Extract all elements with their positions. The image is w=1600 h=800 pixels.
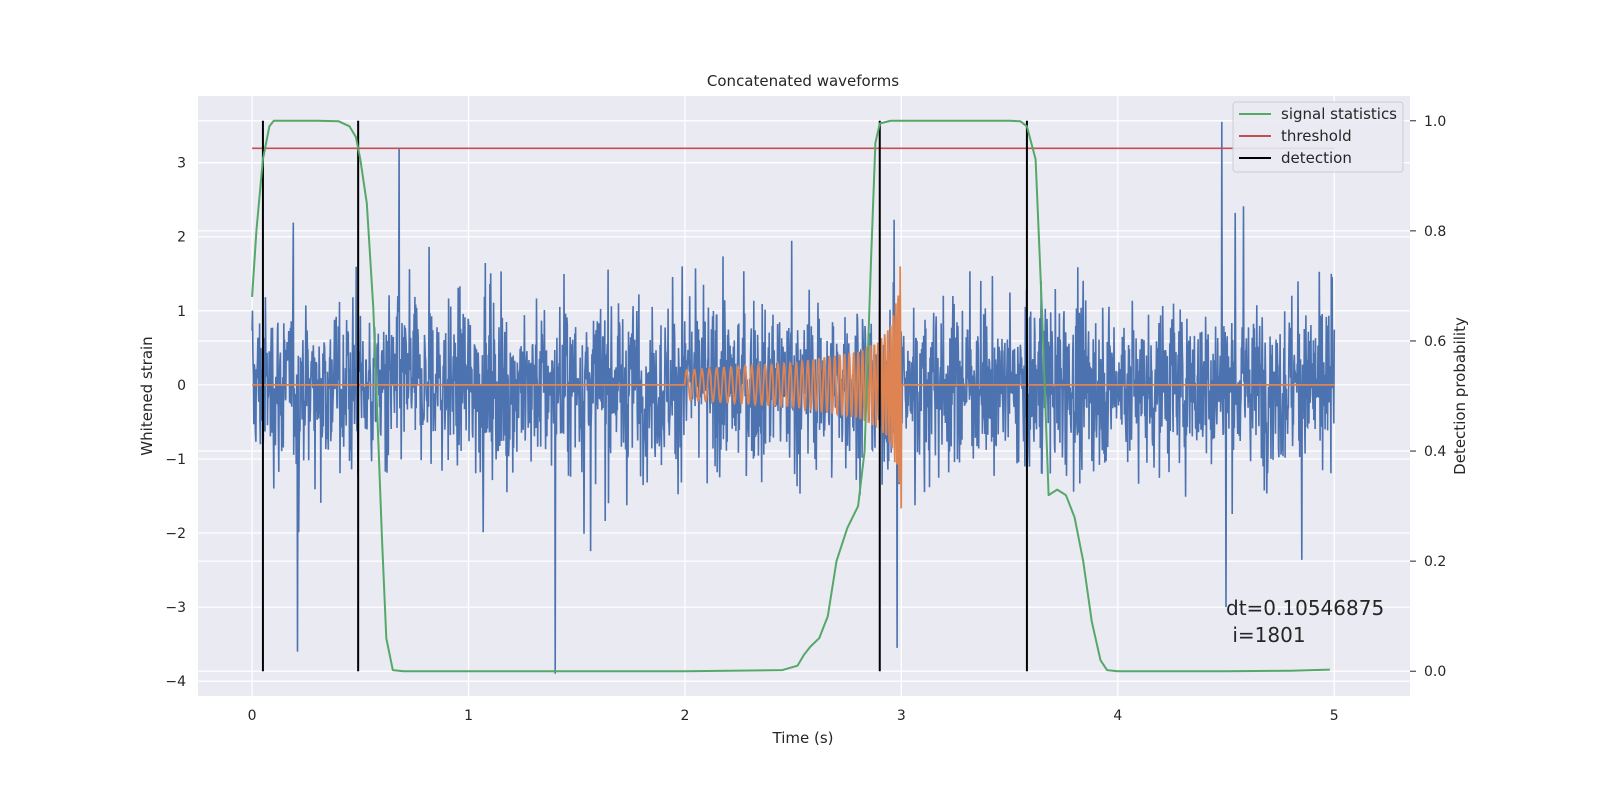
overlay-series xyxy=(251,119,1335,673)
y2-tick-label: 1.0 xyxy=(1424,114,1446,130)
y2-tick-label: 0.0 xyxy=(1424,664,1446,680)
template-series xyxy=(252,266,1335,509)
y-tick-label: −3 xyxy=(165,600,186,616)
x-tick-label: 2 xyxy=(681,708,690,724)
annotation-line-i: i=1801 xyxy=(1226,623,1306,647)
y2-tick-label: 0.2 xyxy=(1424,554,1446,570)
plot-area xyxy=(251,119,1336,674)
y2-axis-label: Detection probability xyxy=(1451,317,1469,475)
annotation-line-dt: dt=0.10546875 xyxy=(1226,596,1384,620)
x-tick-label: 3 xyxy=(897,708,906,724)
annotation-text: dt=0.10546875 i=1801 xyxy=(1226,596,1384,647)
x-tick-label: 0 xyxy=(248,708,257,724)
y-tick-label: −4 xyxy=(165,674,186,690)
axes-ticks: 0 1 2 3 4 5 −4 −3 −2 −1 0 1 2 3 0.0 0.2 0.4 0.6 0.8 1.0 xyxy=(165,114,1446,724)
noise-line xyxy=(251,121,1336,674)
y-tick-label: −2 xyxy=(165,526,186,542)
y-tick-label: −1 xyxy=(165,452,186,468)
chart-title: Concatenated waveforms xyxy=(707,72,899,90)
legend-label-threshold: threshold xyxy=(1281,127,1352,145)
y-tick-label: 2 xyxy=(177,230,186,246)
legend-box xyxy=(1232,101,1404,173)
y-tick-label: 0 xyxy=(177,378,186,394)
legend: signal statistics threshold detection xyxy=(1232,101,1404,173)
x-axis-label: Time (s) xyxy=(772,729,834,747)
y2-tick-label: 0.6 xyxy=(1424,334,1446,350)
noise-series xyxy=(251,121,1336,674)
x-tick-label: 1 xyxy=(464,708,473,724)
y-tick-label: 1 xyxy=(177,304,186,320)
legend-label-signal-statistics: signal statistics xyxy=(1281,105,1397,123)
legend-label-detection: detection xyxy=(1281,149,1352,167)
y-axis-label: Whitened strain xyxy=(138,336,156,455)
signal-statistics-line xyxy=(251,119,1330,673)
template-line xyxy=(252,266,1335,509)
x-tick-label: 5 xyxy=(1330,708,1339,724)
y2-tick-label: 0.8 xyxy=(1424,224,1446,240)
y2-tick-label: 0.4 xyxy=(1424,444,1446,460)
y-tick-label: 3 xyxy=(177,156,186,172)
x-tick-label: 4 xyxy=(1113,708,1122,724)
